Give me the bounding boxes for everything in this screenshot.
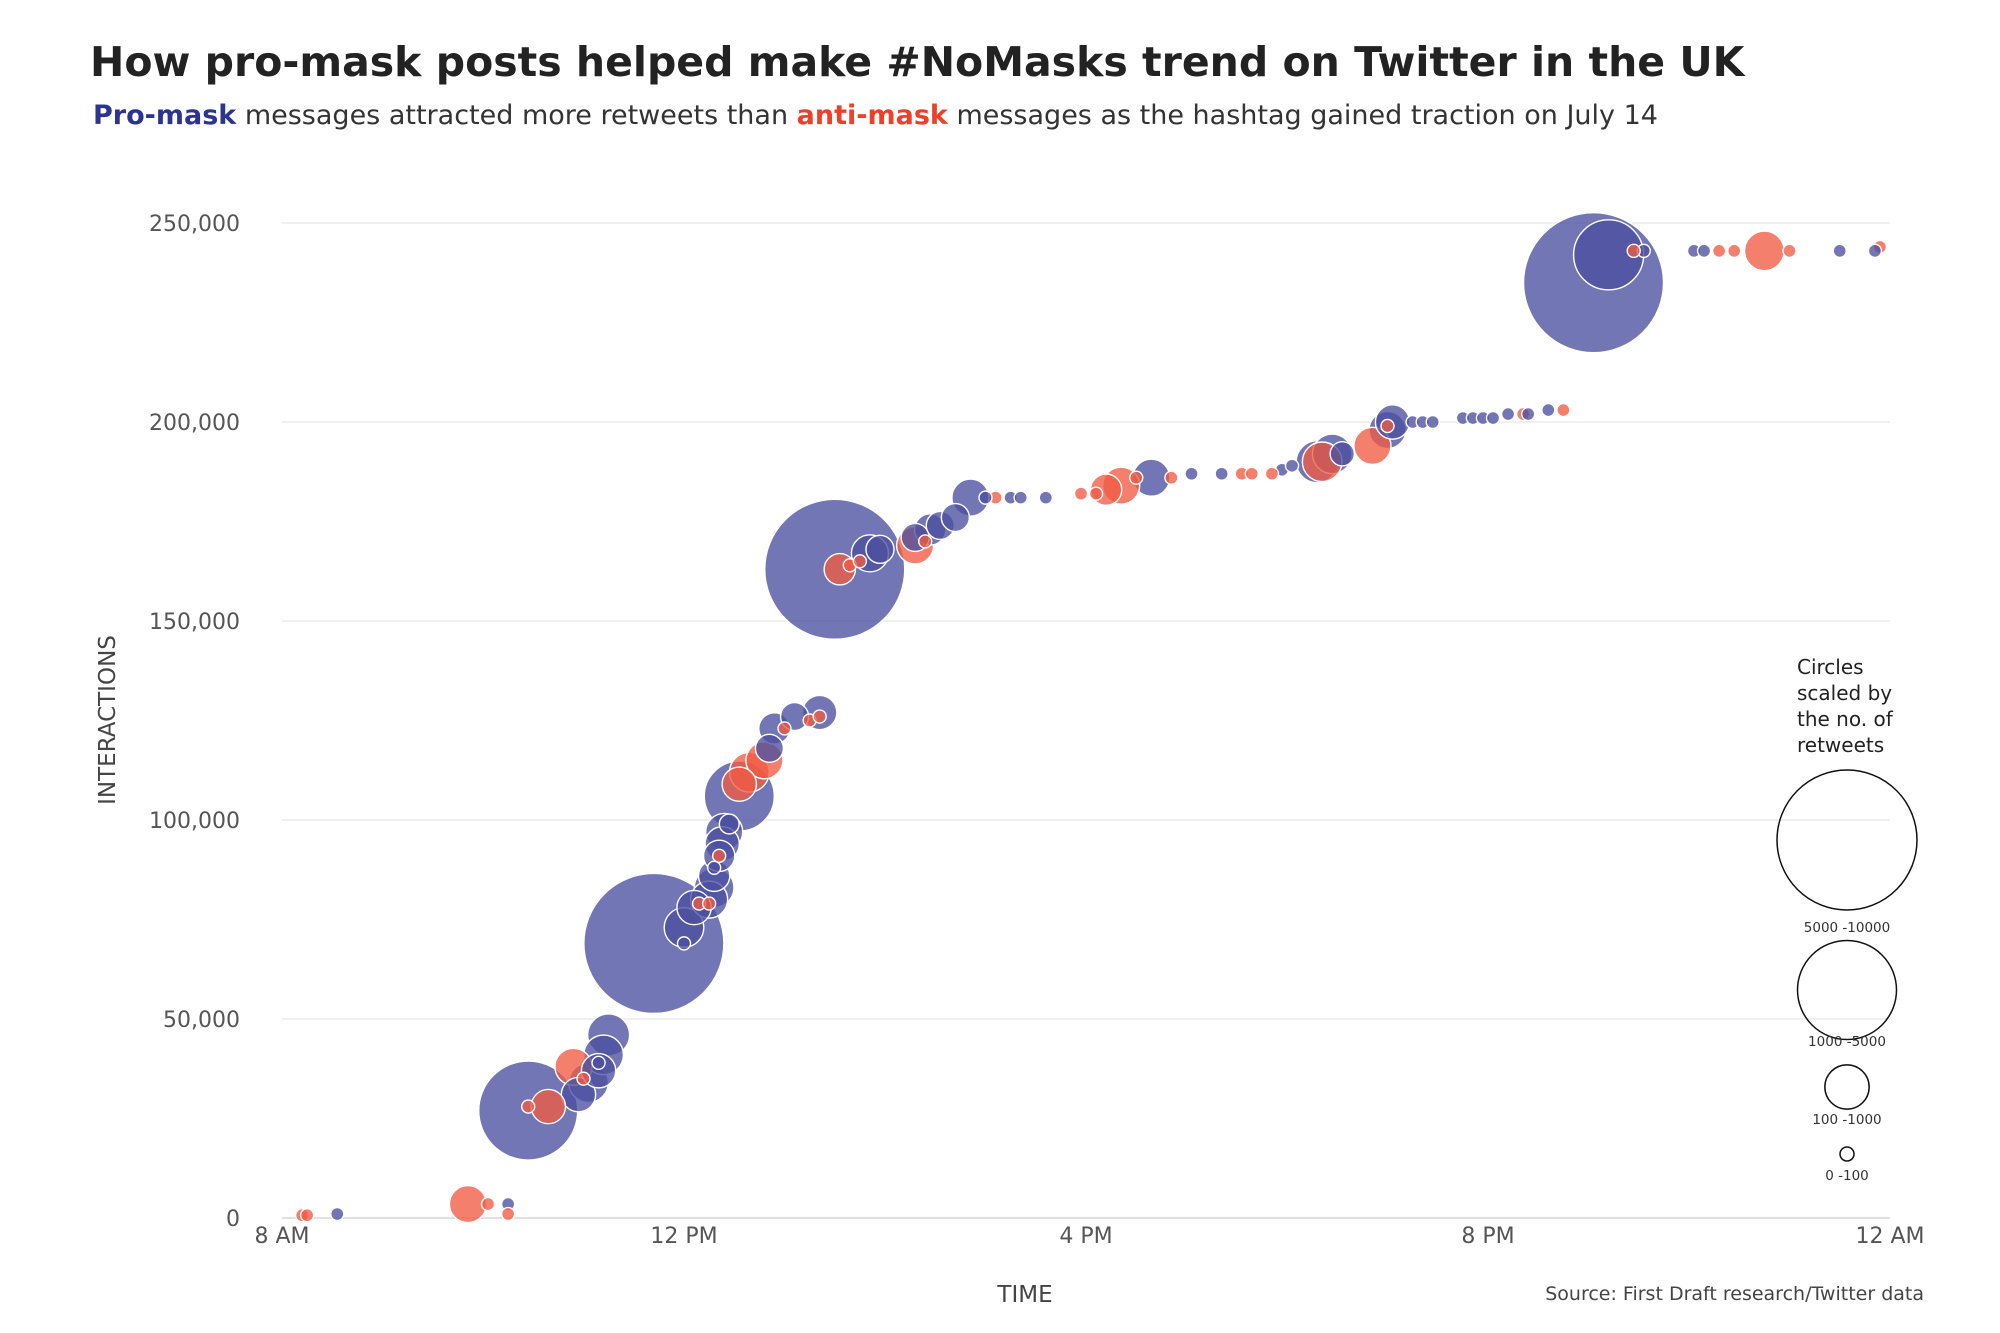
- y-axis-title: INTERACTIONS: [95, 635, 121, 805]
- legend-size-label: 1000 -5000: [1808, 1034, 1886, 1050]
- anti-mask-bubble: [918, 534, 933, 549]
- pro-mask-bubble: [1013, 490, 1028, 505]
- pro-mask-bubble: [1696, 243, 1712, 259]
- legend-title-line: Circles: [1797, 655, 1864, 679]
- pro-mask-bubble: [330, 1206, 345, 1222]
- pro-mask-bubble: [591, 1055, 606, 1070]
- anti-mask-bubble: [777, 721, 792, 736]
- anti-mask-bubble: [530, 1088, 567, 1125]
- anti-mask-bubble: [1244, 466, 1260, 481]
- pro-mask-bubble: [754, 733, 785, 764]
- subtitle-text-2: messages as the hashtag gained traction …: [947, 100, 1658, 131]
- legend-size-label: 100 -1000: [1812, 1112, 1881, 1128]
- x-axis-title: TIME: [996, 1282, 1052, 1308]
- legend-title: Circles scaled by the no. of retweets: [1797, 654, 1893, 758]
- pro-mask-bubble: [1425, 414, 1440, 430]
- anti-mask-bubble: [812, 709, 827, 724]
- anti-mask-bubble: [1164, 470, 1179, 485]
- subtitle-text-1: messages attracted more retweets than: [236, 100, 797, 131]
- x-tick-label: 12 AM: [1855, 1224, 1924, 1249]
- pro-mask-bubble: [1214, 466, 1229, 481]
- legend-size-circle: [1839, 1146, 1855, 1162]
- y-tick-label: 100,000: [149, 809, 240, 834]
- anti-mask-bubble: [1727, 243, 1742, 259]
- anti-mask-bubble: [721, 766, 758, 803]
- chart-title: How pro-mask posts helped make #NoMasks …: [90, 38, 1745, 86]
- anti-mask-bubble: [1711, 243, 1727, 259]
- pro-mask-bubble: [1184, 466, 1199, 481]
- pro-mask-bubble: [1284, 458, 1300, 473]
- pro-mask-bubble: [1329, 441, 1356, 467]
- legend-size-circle: [1776, 769, 1918, 911]
- anti-mask-bubble: [1743, 230, 1785, 272]
- pro-mask-bubble: [676, 936, 692, 951]
- anti-mask-bubble: [500, 1206, 516, 1222]
- anti-mask-bubble: [1353, 426, 1392, 466]
- anti-mask-label: anti-mask: [796, 100, 948, 131]
- anti-mask-bubble: [521, 1099, 536, 1114]
- pro-mask-bubble: [865, 534, 895, 565]
- anti-mask-bubble: [1088, 486, 1104, 501]
- anti-mask-bubble: [1782, 243, 1797, 259]
- anti-mask-bubble: [852, 554, 868, 569]
- legend-size-label: 0 -100: [1825, 1168, 1869, 1184]
- legend-size-circle: [1824, 1064, 1870, 1110]
- anti-mask-bubble: [299, 1208, 315, 1223]
- x-tick-label: 8 AM: [254, 1224, 309, 1249]
- y-tick-label: 200,000: [149, 411, 240, 436]
- pro-mask-bubble: [718, 813, 740, 835]
- y-tick-label: 0: [226, 1207, 240, 1232]
- pro-mask-bubble: [1520, 406, 1536, 422]
- legend-title-line: scaled by: [1797, 681, 1893, 705]
- source-note: Source: First Draft research/Twitter dat…: [1545, 1283, 1924, 1305]
- chart-subtitle: Pro-mask messages attracted more retweet…: [93, 100, 1658, 131]
- x-tick-label: 4 PM: [1059, 1224, 1112, 1249]
- anti-mask-bubble: [1626, 243, 1641, 259]
- y-tick-label: 150,000: [149, 610, 240, 635]
- legend-size-circle: [1796, 939, 1898, 1041]
- pro-mask-label: Pro-mask: [93, 100, 237, 131]
- anti-mask-bubble: [1073, 486, 1089, 501]
- anti-mask-bubble: [711, 848, 727, 864]
- pro-mask-bubble: [1485, 410, 1501, 426]
- legend-size-label: 5000 -10000: [1804, 920, 1890, 936]
- anti-mask-bubble: [701, 896, 717, 911]
- y-tick-label: 50,000: [163, 1008, 240, 1033]
- anti-mask-bubble: [1264, 466, 1280, 481]
- anti-mask-bubble: [1380, 418, 1395, 434]
- x-tick-label: 12 PM: [650, 1224, 717, 1249]
- pro-mask-bubble: [940, 502, 971, 533]
- pro-mask-bubble: [706, 860, 722, 875]
- anti-mask-bubble: [1556, 402, 1571, 418]
- anti-mask-bubble: [1129, 470, 1144, 485]
- y-tick-label: 250,000: [149, 212, 240, 237]
- pro-mask-bubble: [978, 490, 993, 505]
- pro-mask-bubble: [1832, 243, 1847, 259]
- pro-mask-bubble: [1541, 402, 1556, 418]
- legend-title-line: retweets: [1797, 733, 1885, 757]
- pro-mask-bubble: [1867, 243, 1883, 259]
- x-tick-label: 8 PM: [1461, 1224, 1514, 1249]
- pro-mask-bubble: [1038, 490, 1054, 505]
- legend-title-line: the no. of: [1797, 707, 1893, 731]
- anti-mask-bubble: [480, 1196, 496, 1212]
- pro-mask-bubble: [1500, 406, 1516, 422]
- anti-mask-bubble: [576, 1071, 591, 1086]
